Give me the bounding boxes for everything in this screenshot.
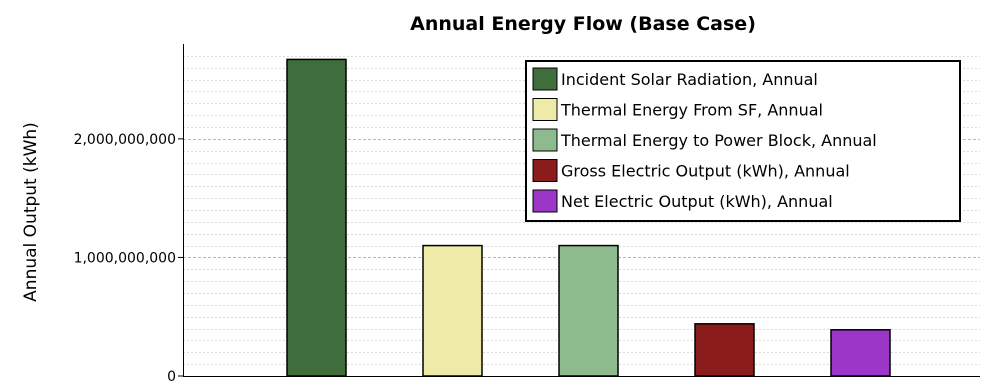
- legend-swatch: [532, 98, 558, 121]
- y-tick-label: 1,000,000,000: [74, 250, 176, 266]
- y-tick-label: 2,000,000,000: [74, 132, 176, 148]
- legend-entry: Incident Solar Radiation, Annual: [561, 70, 818, 89]
- legend-box: [525, 60, 961, 222]
- legend-swatch: [532, 189, 558, 213]
- legend-swatch: [532, 67, 558, 91]
- chart-title: Annual Energy Flow (Base Case): [410, 13, 756, 35]
- legend-entry: Gross Electric Output (kWh), Annual: [561, 162, 850, 181]
- y-tick-labels: 0 1,000,000,000 2,000,000,000: [74, 132, 183, 385]
- bar-3: [558, 244, 619, 377]
- legend-swatch: [532, 159, 558, 182]
- legend-entry: Thermal Energy From SF, Annual: [560, 101, 823, 120]
- y-axis-label: Annual Output (kWh): [21, 122, 41, 302]
- bar-2: [422, 244, 483, 377]
- bar-4: [694, 323, 755, 377]
- y-tick-label: 0: [167, 369, 176, 383]
- legend: Incident Solar Radiation, Annual Thermal …: [525, 60, 961, 222]
- legend-entry: Net Electric Output (kWh), Annual: [561, 192, 833, 211]
- legend-swatch: [532, 128, 558, 152]
- legend-entry: Thermal Energy to Power Block, Annual: [560, 131, 877, 150]
- bars: [286, 58, 891, 377]
- bar-5: [830, 329, 891, 377]
- axes: [183, 44, 980, 377]
- bar-1: [286, 58, 347, 377]
